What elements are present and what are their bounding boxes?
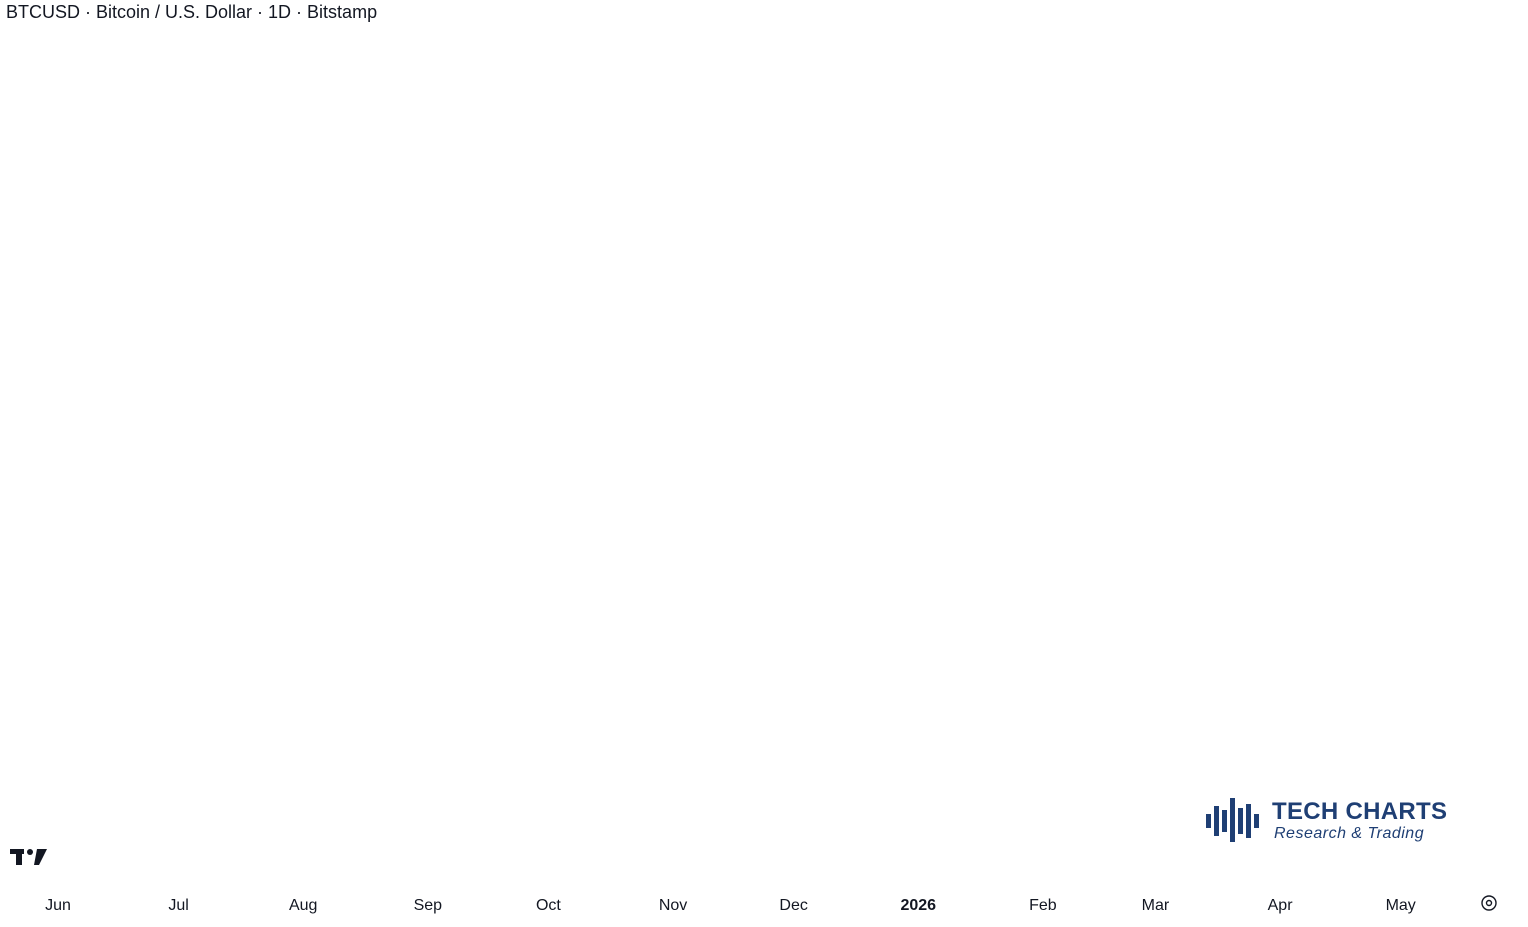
gear-icon[interactable]	[1479, 893, 1499, 913]
x-tick-label: Jul	[168, 897, 188, 914]
x-tick-label: Apr	[1268, 897, 1294, 914]
x-tick-label: May	[1386, 897, 1416, 914]
x-tick-label: Mar	[1142, 897, 1170, 914]
x-tick-label: 2026	[900, 897, 936, 914]
x-tick-label: Feb	[1029, 897, 1057, 914]
brand-tagline: Research & Trading	[1274, 825, 1425, 842]
bar-chart-mark-icon	[1206, 798, 1259, 842]
chart-title: BTCUSD · Bitcoin / U.S. Dollar · 1D · Bi…	[6, 2, 378, 22]
x-tick-label: Oct	[536, 897, 561, 914]
brand-name: TECH CHARTS	[1272, 798, 1448, 825]
x-tick-label: Aug	[289, 897, 317, 914]
x-tick-label: Nov	[659, 897, 687, 914]
x-tick-label: Jun	[45, 897, 71, 914]
tradingview-logo-icon[interactable]	[8, 843, 52, 869]
brand-watermark: TECH CHARTS Research & Trading	[1200, 792, 1447, 852]
x-tick-label: Dec	[779, 897, 807, 914]
x-tick-label: Sep	[414, 897, 443, 914]
